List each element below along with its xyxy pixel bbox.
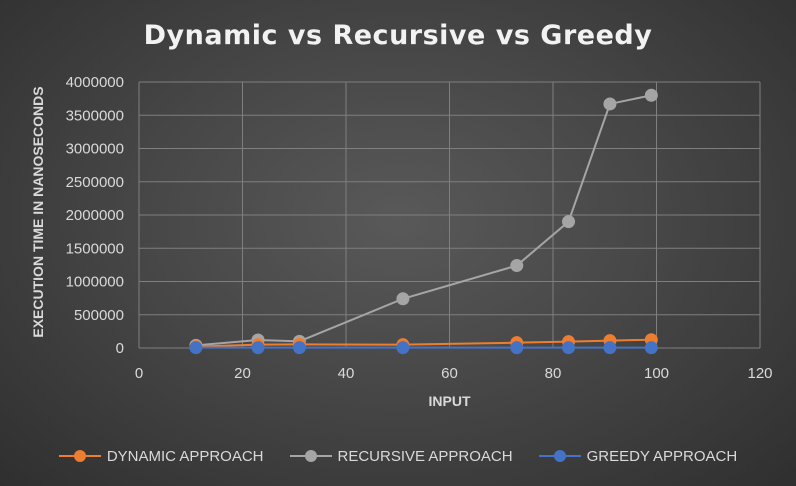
legend-label: DYNAMIC APPROACH (106, 447, 264, 465)
series-greedy-approach (189, 341, 658, 355)
data-point (644, 88, 658, 102)
series-recursive-approach (189, 88, 658, 352)
x-tick-label: 20 (234, 365, 251, 382)
y-axis-title: EXECUTION TIME IN NANOSECONDS (30, 86, 46, 337)
y-tick-label: 3500000 (66, 107, 124, 124)
series-line (195, 338, 652, 348)
y-tick-label: 2000000 (66, 207, 124, 224)
data-point (562, 215, 576, 229)
x-tick-label: 60 (441, 365, 458, 382)
x-tick-label: 80 (545, 365, 562, 382)
x-tick-label: 0 (135, 365, 143, 382)
y-tick-label: 1000000 (66, 274, 124, 291)
data-point (510, 259, 524, 273)
x-tick-label: 40 (338, 365, 355, 382)
legend-label: RECURSIVE APPROACH (337, 447, 513, 465)
gridlines (138, 81, 761, 349)
data-point (251, 341, 265, 355)
data-point (396, 292, 410, 306)
series-layer (189, 88, 658, 355)
y-tick-label: 4000000 (66, 74, 124, 91)
data-point (603, 97, 617, 111)
data-point (562, 341, 576, 355)
legend-swatch (289, 449, 332, 463)
legend-item: RECURSIVE APPROACH (289, 447, 513, 465)
legend-item: DYNAMIC APPROACH (58, 447, 264, 465)
tick-labels: 0 500000 1000000 1500000 2000000 2500000 30000… (66, 74, 773, 382)
series-line (195, 94, 652, 347)
y-tick-label: 3000000 (66, 141, 124, 158)
y-tick-label: 0 (116, 340, 124, 357)
data-point (603, 341, 617, 355)
data-point (189, 341, 203, 355)
y-tick-label: 2500000 (66, 174, 124, 191)
legend-swatch (538, 449, 581, 463)
x-tick-label: 120 (747, 365, 772, 382)
data-point (396, 341, 410, 355)
data-point (644, 341, 658, 355)
x-tick-label: 100 (644, 365, 669, 382)
data-point (510, 341, 524, 355)
plot-area: 0 500000 1000000 1500000 2000000 2500000 30000… (30, 74, 773, 409)
y-tick-label: 1500000 (66, 240, 124, 257)
x-axis-title: INPUT (429, 393, 471, 409)
legend: DYNAMIC APPROACH RECURSIVE APPROACH GREEDY… (0, 444, 796, 468)
y-tick-label: 500000 (74, 307, 124, 324)
legend-item: GREEDY APPROACH (538, 447, 738, 465)
chart-title: Dynamic vs Recursive vs Greedy (143, 20, 653, 51)
data-point (292, 341, 306, 355)
legend-swatch (58, 449, 101, 463)
legend-label: GREEDY APPROACH (586, 447, 738, 465)
